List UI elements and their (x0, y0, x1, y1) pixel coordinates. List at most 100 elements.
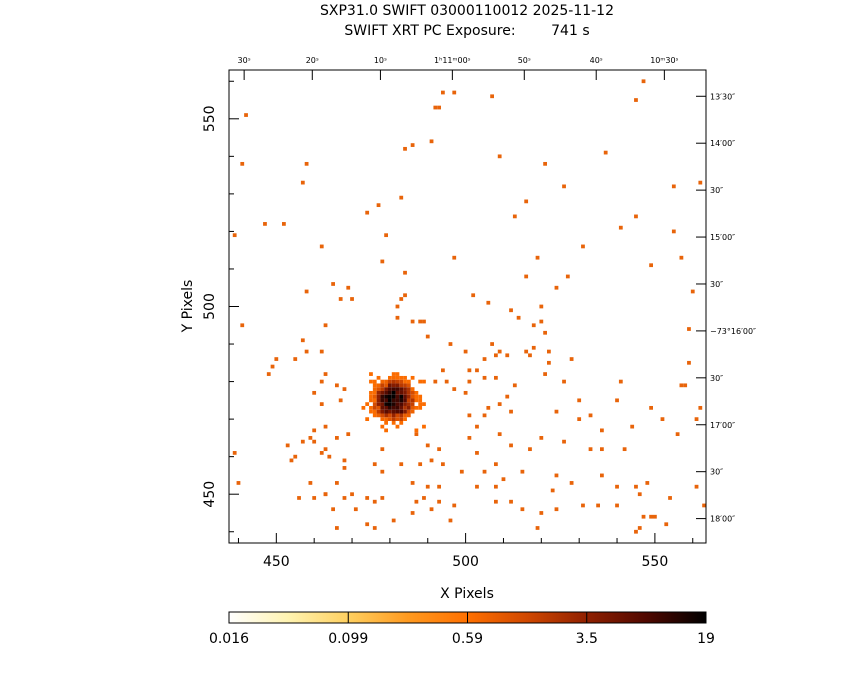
event-pixel (694, 484, 699, 489)
source-pixel (403, 379, 407, 384)
event-pixel (463, 390, 468, 395)
source-pixel (406, 379, 411, 384)
source-pixel (384, 402, 388, 406)
event-pixel (482, 413, 487, 418)
event-pixel (365, 496, 370, 500)
source-pixel (391, 402, 396, 406)
event-pixel (687, 327, 691, 331)
y-axis-tick-labels: 450 500 550 (202, 105, 218, 507)
event-pixel (323, 372, 328, 376)
event-pixel (562, 379, 566, 384)
colorbar-tick-label: 0.016 (209, 631, 249, 647)
event-pixel (429, 507, 434, 512)
event-pixel (304, 349, 309, 354)
event-pixel (588, 447, 593, 452)
event-pixel (512, 383, 517, 388)
event-pixel (437, 105, 441, 110)
event-pixel (391, 518, 396, 523)
event-pixel (603, 150, 608, 155)
event-pixel (335, 436, 339, 440)
source-pixel (388, 383, 392, 388)
dec-tick-label: 30″ (710, 468, 723, 477)
source-pixel (403, 409, 407, 414)
event-pixel (615, 503, 619, 508)
source-pixel (403, 383, 407, 388)
event-pixel (266, 372, 271, 376)
source-pixel (391, 372, 396, 376)
source-pixel (376, 402, 381, 406)
source-pixel (372, 390, 377, 395)
event-pixel (653, 514, 657, 519)
event-pixel (300, 180, 305, 185)
x-axis-tick-labels: 450 500 550 (263, 554, 668, 570)
source-pixel (406, 383, 411, 388)
event-pixel (702, 503, 706, 508)
dec-tick-label: 30″ (710, 186, 723, 195)
event-pixel (448, 342, 453, 346)
event-pixel (494, 375, 498, 380)
dec-tick-label: 13′30″ (710, 92, 735, 101)
event-pixel (600, 473, 604, 478)
event-pixel (634, 214, 638, 219)
source-pixel (391, 417, 396, 421)
source-pixel (384, 387, 388, 391)
event-pixel (482, 469, 487, 474)
event-pixel (649, 405, 653, 410)
event-pixel (516, 315, 521, 320)
event-pixel (380, 447, 385, 452)
source-pixel (361, 405, 366, 410)
source-pixel (418, 405, 423, 410)
source-pixel (422, 402, 426, 406)
event-pixel (596, 503, 600, 508)
source-pixel (418, 394, 423, 399)
source-pixel (372, 409, 377, 414)
event-pixel (300, 439, 305, 444)
event-pixel (323, 424, 328, 429)
source-pixel (399, 398, 404, 403)
source-pixel (388, 417, 392, 421)
source-pixel (388, 413, 392, 418)
source-pixel (384, 383, 388, 388)
event-pixel (539, 511, 544, 515)
y-axis-label: Y Pixels (180, 280, 196, 334)
source-pixel (384, 398, 388, 403)
pixel-layer (232, 79, 706, 534)
event-pixel (505, 353, 510, 358)
event-pixel (399, 297, 404, 301)
event-pixel (475, 451, 479, 455)
event-pixel (509, 308, 513, 313)
event-pixel (335, 383, 339, 388)
event-pixel (380, 496, 385, 500)
event-pixel (399, 462, 404, 467)
ra-tick-label: 30ˢ (238, 56, 251, 65)
source-pixel (399, 390, 404, 395)
source-pixel (410, 394, 415, 399)
event-pixel (232, 451, 237, 455)
event-pixel (346, 285, 351, 290)
source-pixel (410, 405, 415, 410)
event-pixel (335, 526, 339, 530)
source-pixel (403, 402, 407, 406)
source-pixel (399, 379, 404, 384)
event-pixel (293, 357, 298, 361)
event-pixel (486, 300, 491, 305)
event-pixel (452, 255, 457, 260)
source-pixel (406, 398, 411, 403)
event-pixel (641, 79, 646, 84)
event-pixel (528, 353, 532, 358)
source-pixel (369, 390, 373, 395)
source-pixel (399, 394, 404, 399)
event-pixel (539, 436, 544, 440)
event-pixel (312, 439, 317, 444)
event-pixel (687, 360, 691, 365)
source-pixel (388, 409, 392, 414)
source-pixel (376, 387, 381, 391)
event-pixel (554, 409, 559, 414)
event-pixel (467, 413, 472, 418)
plot-title: SXP31.0 SWIFT 03000110012 2025-11-12 (320, 3, 614, 19)
source-pixel (391, 379, 396, 384)
source-pixel (406, 390, 411, 395)
event-pixel (240, 161, 245, 166)
source-pixel (380, 409, 385, 414)
event-pixel (615, 398, 619, 403)
